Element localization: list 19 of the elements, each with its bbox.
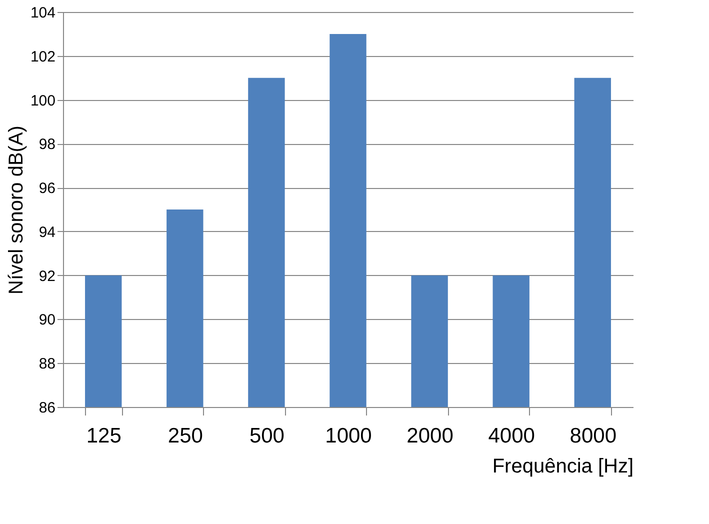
x-tick-label: 1000 bbox=[325, 424, 372, 448]
x-axis-title: Frequência [Hz] bbox=[492, 456, 634, 478]
y-tick-label: 90 bbox=[38, 312, 56, 329]
x-tick-label: 125 bbox=[86, 424, 122, 448]
y-axis-title: Nível sonoro dB(A) bbox=[5, 126, 28, 294]
x-tick-label: 8000 bbox=[570, 424, 616, 448]
x-tick-label: 250 bbox=[168, 424, 203, 448]
y-tick-label: 96 bbox=[38, 180, 56, 198]
x-tick-label: 500 bbox=[249, 424, 284, 448]
y-tick-label: 92 bbox=[38, 268, 56, 285]
y-tick-label: 88 bbox=[38, 356, 56, 373]
y-tick-label: 100 bbox=[30, 92, 56, 110]
y-tick-label: 102 bbox=[30, 48, 56, 66]
y-tick-label: 86 bbox=[38, 400, 56, 416]
y-tick-label: 104 bbox=[30, 4, 56, 22]
x-tick-label: 4000 bbox=[488, 424, 535, 448]
y-tick-label: 98 bbox=[38, 136, 56, 154]
y-tick-label: 94 bbox=[38, 224, 56, 241]
x-tick-label: 2000 bbox=[406, 424, 454, 448]
